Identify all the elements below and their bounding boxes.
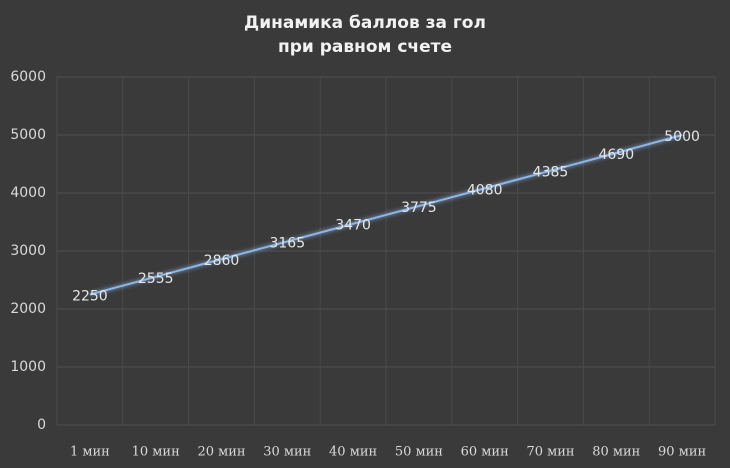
data-label: 4690 (598, 147, 634, 163)
x-tick-label: 50 мин (395, 445, 443, 460)
y-tick-label: 0 (37, 417, 46, 433)
data-label: 2555 (138, 271, 174, 287)
x-tick-label: 1 мин (70, 445, 110, 460)
x-tick-label: 60 мин (461, 445, 509, 460)
data-label: 4080 (467, 182, 503, 198)
data-label: 5000 (664, 129, 700, 145)
data-label: 3775 (401, 200, 437, 216)
data-label: 3165 (269, 235, 305, 251)
x-tick-label: 90 мин (658, 445, 706, 460)
chart-title: при равном счете (278, 37, 452, 57)
y-tick-label: 4000 (10, 185, 46, 201)
x-tick-label: 30 мин (263, 445, 311, 460)
y-tick-label: 6000 (10, 69, 46, 85)
x-tick-label: 10 мин (132, 445, 180, 460)
x-tick-label: 70 мин (526, 445, 574, 460)
y-tick-label: 2000 (10, 301, 46, 317)
data-label: 2250 (72, 289, 108, 305)
data-label: 3470 (335, 218, 371, 234)
chart-title: Динамика баллов за гол (244, 13, 486, 33)
x-tick-label: 80 мин (592, 445, 640, 460)
data-label: 4385 (533, 165, 569, 181)
data-line (89, 134, 683, 296)
data-label: 2860 (204, 253, 240, 269)
y-tick-label: 3000 (10, 243, 46, 259)
x-tick-label: 20 мин (197, 445, 245, 460)
y-tick-label: 1000 (10, 359, 46, 375)
y-tick-label: 5000 (10, 127, 46, 143)
x-tick-label: 40 мин (329, 445, 377, 460)
